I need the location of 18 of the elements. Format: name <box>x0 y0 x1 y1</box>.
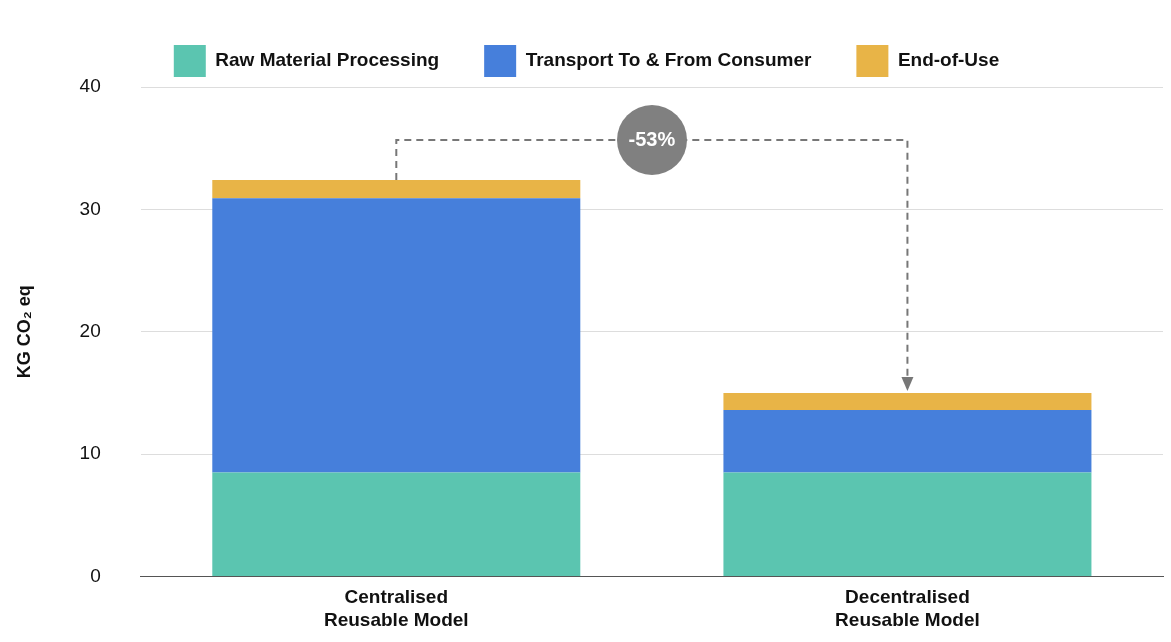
bar <box>723 410 1092 473</box>
y-tick-label: 40 <box>79 75 101 97</box>
legend-label: Raw Material Processing <box>215 49 440 71</box>
annotation: -53% <box>616 104 687 175</box>
bar <box>212 472 581 576</box>
legend-label: End-of-Use <box>897 49 1000 71</box>
y-tick-label: 10 <box>79 442 101 464</box>
x-tick-label: Decentralised Reusable Model <box>835 586 980 630</box>
y-tick-label: 0 <box>90 564 101 586</box>
y-tick-label: 20 <box>79 319 101 341</box>
y-axis-title: KG CO₂ eq <box>13 285 34 379</box>
legend-label: Transport To & From Consumer <box>525 49 812 71</box>
bar <box>212 198 581 473</box>
y-tick-label: 30 <box>79 197 101 219</box>
x-tick-label: Centralised Reusable Model <box>323 586 469 630</box>
bar <box>723 392 1092 410</box>
bar <box>723 472 1092 576</box>
bar <box>212 179 581 199</box>
